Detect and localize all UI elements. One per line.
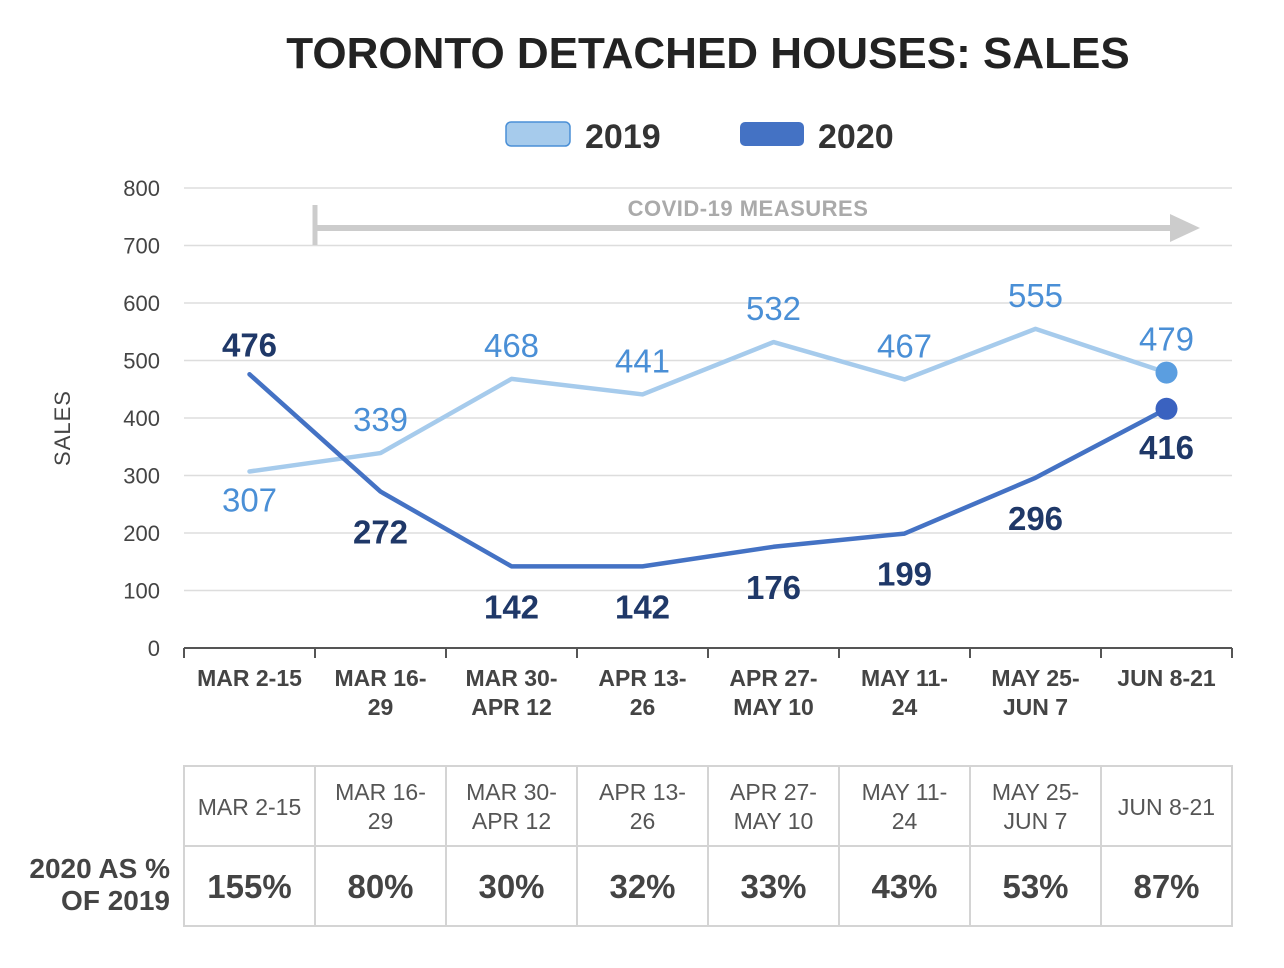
- x-tick-label: MAR 2-15: [197, 665, 302, 691]
- y-tick-label: 100: [123, 579, 160, 604]
- table-header-cell: JUN 8-21: [1118, 794, 1215, 820]
- y-axis-label: SALES: [50, 390, 75, 466]
- data-label-2020: 416: [1139, 429, 1194, 466]
- x-tick-label: MAR 16-29: [334, 665, 426, 720]
- series-lines: [247, 326, 1178, 569]
- y-tick-label: 300: [123, 464, 160, 489]
- comparison-table: MAR 2-15 MAR 16-29 MAR 30-APR 12 APR 13-26 A…: [29, 765, 1233, 927]
- legend-swatch-2020: [740, 122, 804, 146]
- series-2020-line: [247, 372, 1169, 569]
- data-label-2019: 468: [484, 327, 539, 364]
- data-label-2020: 476: [222, 326, 277, 363]
- table-header-cell: MAR 16-29: [335, 779, 426, 834]
- data-label-2019: 467: [877, 327, 932, 364]
- x-tick-label: APR 27-MAY 10: [729, 665, 817, 720]
- legend-label-2020: 2020: [818, 118, 894, 156]
- table-row-label: 2020 AS % OF 2019: [29, 853, 170, 916]
- x-axis: [183, 647, 1233, 658]
- y-tick-label: 0: [148, 636, 160, 661]
- data-label-2020: 176: [746, 569, 801, 606]
- y-tick-label: 400: [123, 406, 160, 431]
- y-tick-label: 700: [123, 234, 160, 259]
- y-axis-ticks: 0 100 200 300 400 500 600 700 800: [123, 176, 160, 661]
- x-tick-label: JUN 8-21: [1117, 665, 1216, 691]
- x-tick-label: MAY 11-24: [861, 665, 948, 720]
- y-tick-label: 600: [123, 291, 160, 316]
- data-label-2019: 555: [1008, 277, 1063, 314]
- table-value-cell: 53%: [1002, 868, 1068, 905]
- table-value-cell: 32%: [609, 868, 675, 905]
- y-tick-label: 200: [123, 521, 160, 546]
- legend-swatch-2019: [505, 121, 571, 147]
- x-axis-tick-labels: MAR 2-15 MAR 16-29 MAR 30-APR 12 APR 13-26 A…: [197, 665, 1216, 720]
- table-header-cell: APR 27-MAY 10: [730, 779, 817, 834]
- x-tick-label: APR 13-26: [598, 665, 686, 720]
- x-tick-label: MAY 25-JUN 7: [991, 665, 1079, 720]
- y-tick-label: 800: [123, 176, 160, 201]
- table-header-cell: MAR 2-15: [198, 794, 302, 820]
- data-label-2019: 532: [746, 290, 801, 327]
- covid-measures-label: COVID-19 MEASURES: [628, 196, 869, 221]
- data-label-2020: 142: [615, 588, 670, 625]
- table-header-cell: MAR 30-APR 12: [466, 779, 557, 834]
- table-value-cell: 80%: [347, 868, 413, 905]
- table-value-cell: 33%: [740, 868, 806, 905]
- table-value-cell: 30%: [478, 868, 544, 905]
- table-header-cell: MAY 25-JUN 7: [992, 779, 1079, 834]
- covid-arrow-head: [1170, 214, 1200, 242]
- chart-title: TORONTO DETACHED HOUSES: SALES: [286, 29, 1129, 78]
- gridlines: [184, 187, 1232, 592]
- data-label-2019: 479: [1139, 321, 1194, 358]
- x-tick-label: MAR 30-APR 12: [465, 665, 557, 720]
- table-value-cell: 43%: [871, 868, 937, 905]
- table-header-cell: APR 13-26: [599, 779, 686, 834]
- table-value-cell: 87%: [1133, 868, 1199, 905]
- series-2019-end-marker: [1155, 361, 1178, 384]
- data-label-2020: 199: [877, 556, 932, 593]
- legend: 2019 2020: [505, 118, 894, 156]
- data-label-2020: 142: [484, 588, 539, 625]
- data-label-2020: 272: [353, 514, 408, 551]
- legend-label-2019: 2019: [585, 118, 661, 156]
- table-value-cell: 155%: [207, 868, 291, 905]
- data-label-2020: 296: [1008, 500, 1063, 537]
- data-label-2019: 307: [222, 481, 277, 518]
- series-2020-end-marker: [1155, 397, 1178, 420]
- table-header-cell: MAY 11-24: [862, 779, 948, 834]
- covid-measures-annotation: COVID-19 MEASURES: [312, 196, 1200, 245]
- series-2019-line: [247, 326, 1169, 474]
- data-label-2019: 441: [615, 342, 670, 379]
- data-label-2019: 339: [353, 401, 408, 438]
- y-tick-label: 500: [123, 349, 160, 374]
- data-labels: 307 339 468 441 532 467 555 479 476 272 142 142 176 1…: [222, 277, 1194, 625]
